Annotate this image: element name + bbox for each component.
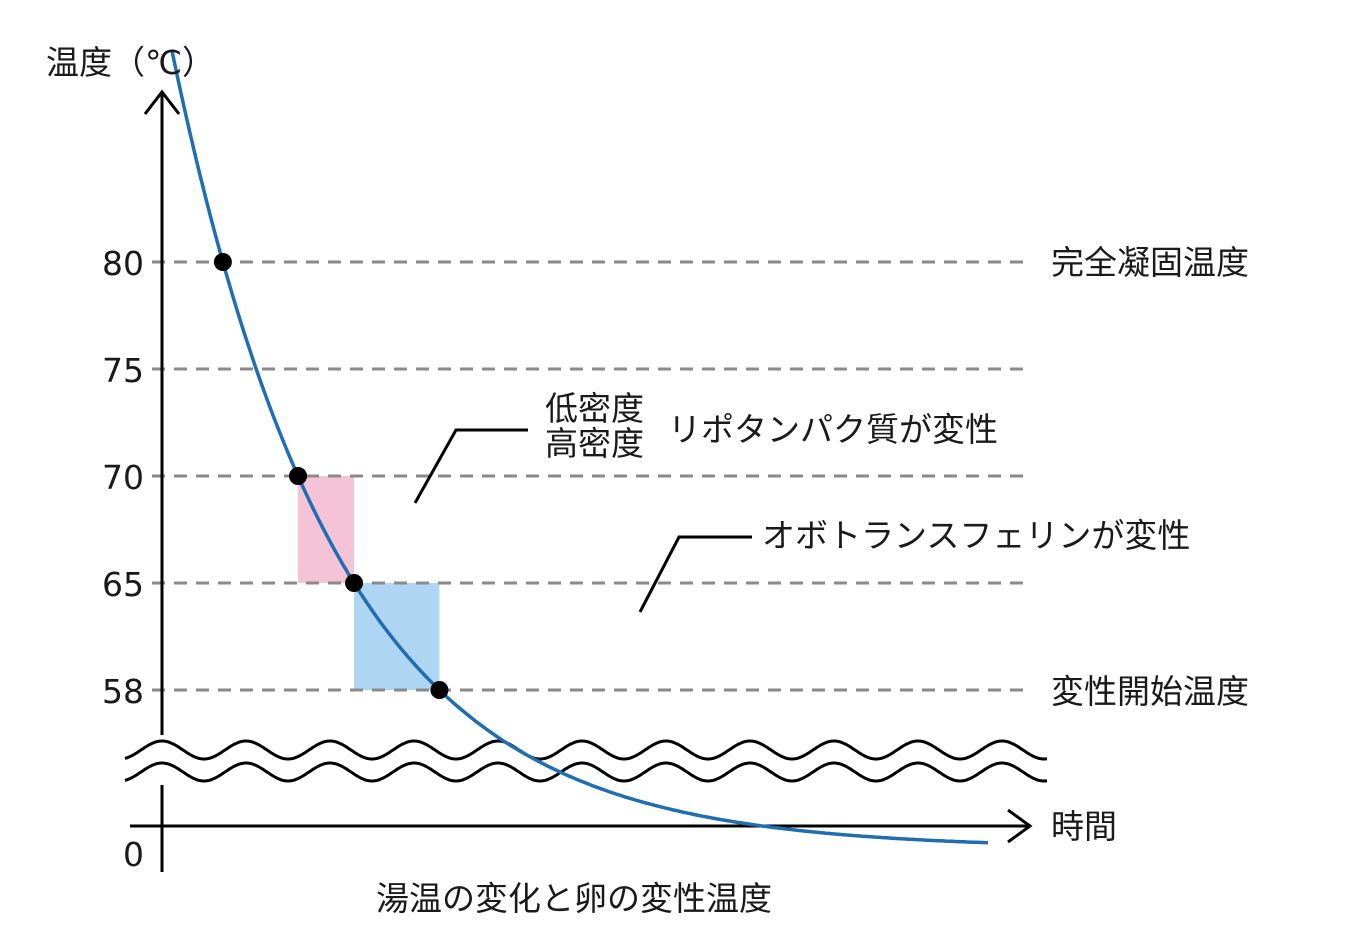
lipoprotein-suffix: リポタンパク質が変性 [668,410,998,449]
ovotransferrin-band [354,583,440,690]
y-tick-label: 65 [102,565,144,604]
origin-label: 0 [123,835,144,874]
axis-break-wave [124,739,1048,761]
ovotransferrin-leader-line [638,535,752,613]
data-point [289,467,308,485]
y-tick-label: 58 [102,672,144,711]
data-point [213,253,232,271]
y-tick-label: 75 [102,351,144,390]
temperature-curve [170,50,989,845]
chart-caption: 湯温の変化と卵の変性温度 [376,879,772,918]
ovotransferrin-label: オボトランスフェリンが変性 [762,516,1191,555]
y-axis-label: 温度（℃） [46,43,216,82]
lipoprotein-leader-line [413,428,528,504]
lipoprotein-line1: 低密度 [545,389,644,428]
lipoprotein-line2: 高密度 [545,423,644,463]
lipoprotein-label: 低密度 高密度 [545,389,644,463]
axis-break-wave [124,761,1048,783]
y-tick-label: 70 [102,458,144,497]
data-point [430,681,449,699]
denaturation-start-label: 変性開始温度 [1051,672,1249,711]
x-axis-label: 時間 [1051,807,1117,846]
y-tick-label: 80 [102,244,144,283]
x-axis-arrowhead [1007,808,1033,844]
y-axis-arrowhead [143,89,181,115]
complete-coagulation-label: 完全凝固温度 [1051,243,1249,282]
data-point [345,574,364,592]
